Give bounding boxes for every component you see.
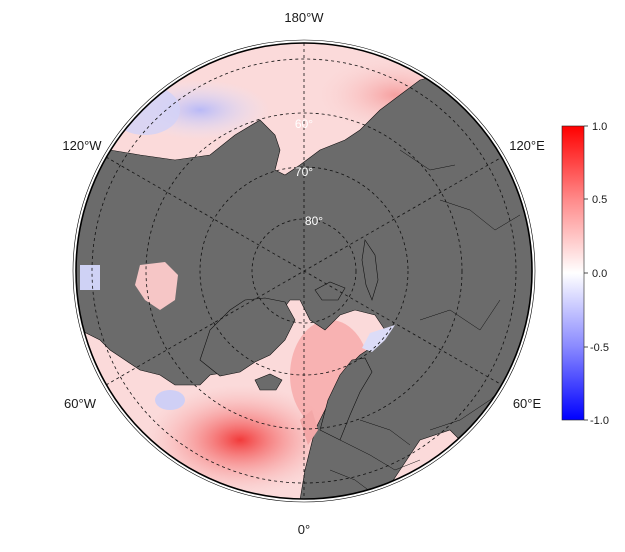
lat-label-70: 70° xyxy=(295,165,313,179)
iceland xyxy=(254,373,283,391)
land-mask xyxy=(76,74,532,499)
colorbar-tick-marks xyxy=(584,125,588,421)
map-disc xyxy=(76,43,532,499)
greenland xyxy=(199,297,296,377)
lon-label-top: 180°W xyxy=(284,10,324,25)
kara-sea-anomaly xyxy=(362,325,395,352)
colorbar-tick-label: -0.5 xyxy=(590,342,609,354)
alaska-coast-anomaly xyxy=(80,265,100,290)
lat-label-60: 60° xyxy=(295,117,313,131)
lon-label-lower-left: 60°W xyxy=(64,396,97,411)
colorbar: 1.0 0.5 0.0 -0.5 -1.0 xyxy=(561,121,609,427)
colorbar-tick-label: -1.0 xyxy=(590,415,609,427)
graticule xyxy=(91,43,517,499)
landmass xyxy=(76,74,532,499)
latitude-circle-80 xyxy=(251,218,357,324)
map-outline xyxy=(75,42,533,500)
labrador-cold-anomaly xyxy=(155,390,185,410)
country-borders xyxy=(329,149,521,496)
lon-label-lower-right: 60°E xyxy=(513,396,542,411)
pacific-cold-anomaly xyxy=(110,85,180,135)
colorbar-gradient xyxy=(561,125,585,421)
lat-label-80: 80° xyxy=(305,214,323,228)
north-sea-anomaly xyxy=(300,410,318,445)
lon-label-upper-right: 120°E xyxy=(509,138,545,153)
scandinavia xyxy=(319,357,373,441)
svalbard xyxy=(314,281,346,301)
colorbar-tick-label: 0.5 xyxy=(592,194,607,206)
colorbar-tick-label: 1.0 xyxy=(592,121,607,133)
novaya-zemlya xyxy=(361,239,379,301)
map-outer-ring xyxy=(72,39,536,503)
colorbar-tick-label: 0.0 xyxy=(592,268,607,280)
meridian-60w-120e xyxy=(105,156,503,386)
lon-label-upper-left: 120°W xyxy=(62,138,102,153)
lon-label-bottom: 0° xyxy=(298,522,310,537)
north-atlantic-anomaly xyxy=(145,385,335,495)
